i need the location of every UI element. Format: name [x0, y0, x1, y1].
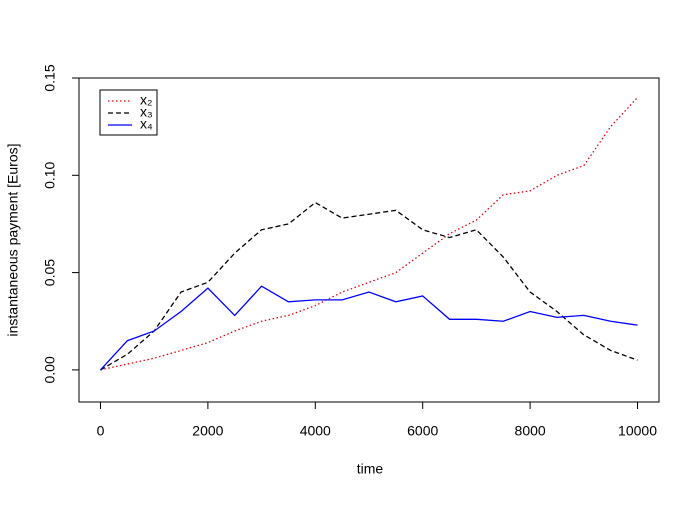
x-tick-label: 0 [97, 423, 105, 439]
x-axis-label: time [357, 461, 384, 477]
y-tick-label: 0.15 [42, 64, 58, 91]
legend-label: x₂ [140, 92, 152, 108]
y-tick-label: 0.05 [42, 259, 58, 286]
legend-label: x₄ [140, 116, 153, 132]
y-tick-label: 0.00 [42, 356, 58, 383]
x-tick-label: 4000 [300, 423, 331, 439]
y-tick-label: 0.10 [42, 161, 58, 188]
x-tick-label: 8000 [515, 423, 546, 439]
series-line [100, 201, 638, 371]
series-line [100, 97, 638, 371]
x-tick-label: 2000 [192, 423, 223, 439]
y-axis-label: instantaneous payment [Euros] [5, 143, 21, 336]
legend-label: x₃ [140, 104, 153, 120]
plot-frame [78, 77, 660, 403]
x-tick-label: 10000 [618, 423, 657, 439]
x-tick-label: 6000 [407, 423, 438, 439]
series-line [100, 285, 638, 371]
